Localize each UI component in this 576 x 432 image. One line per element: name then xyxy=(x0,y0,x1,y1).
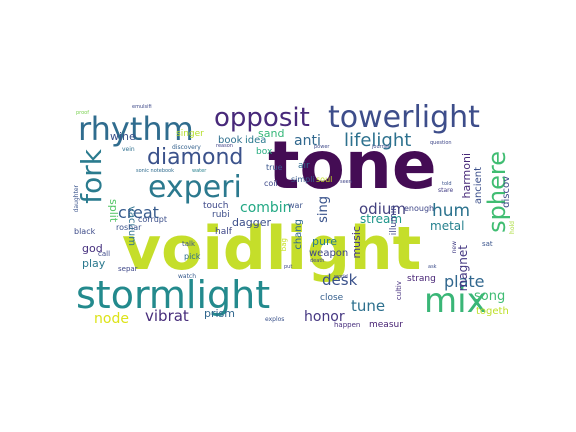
word-wine: wine xyxy=(110,130,136,143)
word-fork: fork xyxy=(75,149,108,204)
word-black: black xyxy=(74,227,96,236)
word-opposit: opposit xyxy=(214,103,310,133)
word-combin: combin xyxy=(240,200,292,216)
word-song: song xyxy=(474,289,506,304)
word-power: power xyxy=(314,144,330,150)
word-lifelight: lifelight xyxy=(344,130,412,151)
word-hold: hold xyxy=(509,221,516,234)
word-true: true xyxy=(266,163,283,172)
word-anti: anti xyxy=(294,133,321,149)
word-rhythm: rhythm xyxy=(78,110,194,148)
word-hum: hum xyxy=(432,201,471,221)
word-vein: vein xyxy=(122,146,135,153)
word-half: half xyxy=(215,227,232,237)
word-dagger: dagger xyxy=(232,216,271,229)
word-proof: proof xyxy=(76,110,89,116)
word-daughter: daughter xyxy=(73,185,80,213)
word-vibrat: vibrat xyxy=(145,307,189,325)
word-watch: watch xyxy=(178,273,197,280)
word-experi: experi xyxy=(148,170,242,205)
word-plate: plate xyxy=(444,272,485,291)
word-play: play xyxy=(82,257,106,270)
word-magnet: magnet xyxy=(456,245,470,292)
word-creat: creat xyxy=(118,203,159,222)
word-prism: prism xyxy=(204,307,236,320)
word-odium: odium xyxy=(359,200,406,218)
word-box: box xyxy=(256,147,273,157)
word-mix: mix xyxy=(424,281,487,321)
word-strang: strang xyxy=(407,274,436,284)
word-ancient: ancient xyxy=(473,167,484,205)
word-god: god xyxy=(82,242,103,255)
word-ask: ask xyxy=(428,264,437,270)
word-weapon: weapon xyxy=(309,248,349,259)
word-discovery: discovery xyxy=(172,144,201,151)
word-voidlight: voidlight xyxy=(122,214,422,284)
word-pick: pick xyxy=(184,252,201,261)
word-illumin: illumin xyxy=(389,205,399,236)
word-discov: discov xyxy=(501,176,512,208)
word-sonic-notebook: sonic notebook xyxy=(136,168,175,174)
word-split: split xyxy=(107,199,120,223)
word-stream: stream xyxy=(360,212,403,226)
word-water: water xyxy=(192,168,207,174)
word-togeth: togeth xyxy=(476,306,509,317)
word-chang: chang xyxy=(293,219,304,250)
word-explos: explos xyxy=(265,316,285,323)
word-sat: sat xyxy=(482,240,493,248)
word-vacuum: vacuum xyxy=(126,206,137,246)
word-cultiv: cultiv xyxy=(395,281,403,301)
word-tone: tone xyxy=(268,127,437,204)
word-book: book xyxy=(218,135,243,146)
word-singer: singer xyxy=(176,129,204,139)
word-sing: sing xyxy=(316,196,331,223)
word-stare: stare xyxy=(438,187,454,194)
word-cloud: voidlight tone stormlight rhythm towerli… xyxy=(72,100,520,330)
word-happen: happen xyxy=(334,321,361,329)
word-pure: pure xyxy=(312,235,338,248)
word-talk: talk xyxy=(182,240,196,248)
word-measur: measur xyxy=(369,320,403,330)
word-idea: idea xyxy=(245,135,267,146)
word-question: question xyxy=(430,140,452,146)
word-harmoni: harmoni xyxy=(460,153,473,199)
word-diamond: diamond xyxy=(147,145,244,170)
word-enough: enough xyxy=(404,204,435,213)
word-music: music xyxy=(350,226,363,259)
word-journal: journal xyxy=(372,144,390,150)
word-desk: desk xyxy=(322,271,358,289)
word-put: put xyxy=(284,264,293,270)
word-node: node xyxy=(94,311,129,327)
word-metal: metal xyxy=(430,219,465,233)
word-told: told xyxy=(442,181,452,187)
word-corrupt: corrupt xyxy=(138,215,168,224)
word-death: death xyxy=(310,258,325,264)
word-new: new xyxy=(451,241,458,254)
word-tune: tune xyxy=(351,297,386,315)
word-bag: bag xyxy=(280,238,288,252)
word-touch: touch xyxy=(203,201,229,211)
word-sand: sand xyxy=(258,127,285,140)
word-reason: reason xyxy=(216,143,233,149)
word-rubi: rubi xyxy=(212,210,230,220)
word-towerlight: towerlight xyxy=(328,100,480,135)
word-simpli: simpli xyxy=(291,175,315,184)
word-stormlight: stormlight xyxy=(76,273,271,317)
word-roshar: roshar xyxy=(116,223,142,232)
word-close: close xyxy=(320,293,344,303)
word-emulsifi: emulsifi xyxy=(132,104,152,110)
word-world: world xyxy=(334,274,348,280)
word-separ: separ xyxy=(118,265,138,273)
word-war: war xyxy=(288,201,303,210)
word-coil: coil xyxy=(264,179,278,188)
word-soul: soul xyxy=(316,175,333,184)
word-call: call xyxy=(98,250,111,258)
word-honor: honor xyxy=(304,309,345,325)
word-seen: seen xyxy=(340,179,352,185)
word-air: air xyxy=(298,161,310,171)
